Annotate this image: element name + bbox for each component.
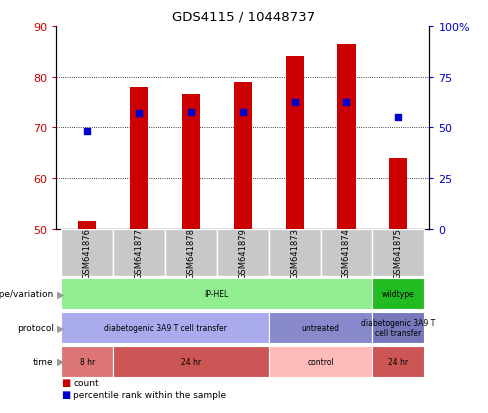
Text: untreated: untreated — [302, 323, 340, 332]
Bar — [372, 229, 424, 277]
Point — [343, 100, 350, 106]
Bar — [372, 346, 424, 377]
Point — [394, 114, 402, 121]
Bar — [389, 158, 407, 229]
Bar — [61, 278, 372, 309]
Text: 8 hr: 8 hr — [80, 357, 95, 366]
Text: GSM641873: GSM641873 — [290, 228, 299, 278]
Bar — [372, 278, 424, 309]
Bar — [234, 83, 252, 229]
Text: GSM641877: GSM641877 — [135, 228, 143, 278]
Bar — [269, 312, 372, 343]
Point — [291, 100, 299, 106]
Text: control: control — [307, 357, 334, 366]
Text: percentile rank within the sample: percentile rank within the sample — [73, 390, 226, 399]
Text: IP-HEL: IP-HEL — [205, 289, 229, 298]
Point — [135, 111, 143, 117]
Bar — [61, 229, 113, 277]
Text: diabetogenic 3A9 T
cell transfer: diabetogenic 3A9 T cell transfer — [361, 318, 435, 337]
Text: diabetogenic 3A9 T cell transfer: diabetogenic 3A9 T cell transfer — [103, 323, 226, 332]
Point — [239, 109, 247, 116]
Text: genotype/variation: genotype/variation — [0, 289, 54, 298]
Bar — [182, 95, 200, 229]
Text: protocol: protocol — [17, 323, 54, 332]
Point — [83, 129, 91, 135]
Text: GSM641875: GSM641875 — [394, 228, 403, 278]
Bar — [372, 312, 424, 343]
Text: ▶: ▶ — [57, 289, 64, 299]
Bar — [217, 229, 269, 277]
Text: GSM641876: GSM641876 — [83, 228, 92, 278]
Text: 24 hr: 24 hr — [388, 357, 408, 366]
Bar — [61, 312, 269, 343]
Bar — [130, 88, 148, 229]
Text: time: time — [33, 357, 54, 366]
Bar — [269, 229, 321, 277]
Bar — [285, 57, 304, 229]
Point — [187, 109, 195, 116]
Text: GSM641874: GSM641874 — [342, 228, 351, 278]
Bar — [337, 45, 356, 229]
Bar — [269, 346, 372, 377]
Bar — [165, 229, 217, 277]
Text: GDS4115 / 10448737: GDS4115 / 10448737 — [172, 10, 316, 23]
Text: GSM641879: GSM641879 — [238, 228, 247, 278]
Text: 24 hr: 24 hr — [181, 357, 201, 366]
Bar — [78, 222, 96, 229]
Text: ■: ■ — [61, 377, 70, 387]
Bar — [321, 229, 372, 277]
Text: GSM641878: GSM641878 — [186, 228, 195, 278]
Text: ▶: ▶ — [57, 356, 64, 366]
Text: wildtype: wildtype — [382, 289, 415, 298]
Bar — [113, 229, 165, 277]
Text: ■: ■ — [61, 389, 70, 399]
Bar — [61, 346, 113, 377]
Bar — [113, 346, 269, 377]
Text: ▶: ▶ — [57, 323, 64, 332]
Text: count: count — [73, 378, 99, 387]
